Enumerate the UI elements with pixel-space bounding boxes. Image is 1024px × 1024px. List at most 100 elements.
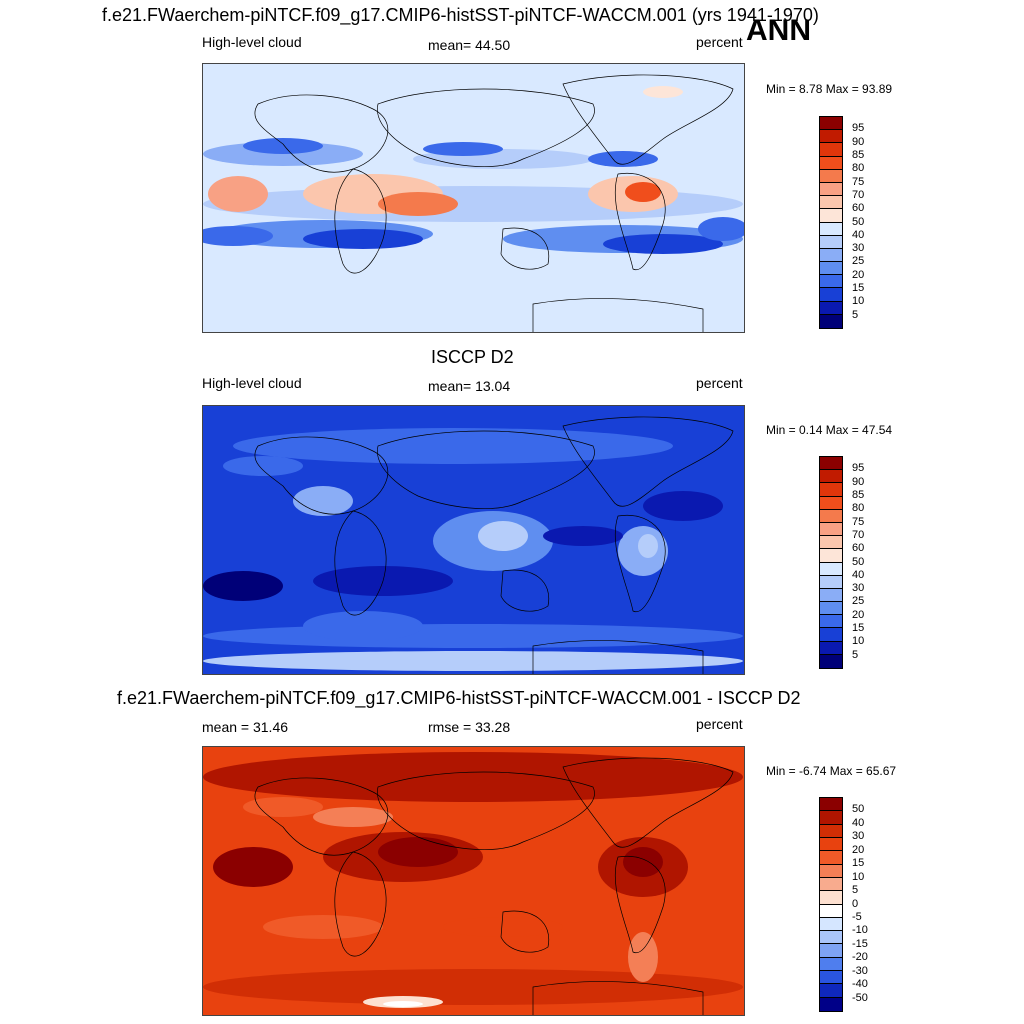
contour-region: [623, 847, 663, 877]
contour-region: [643, 86, 683, 98]
colorbar-swatch: [820, 117, 842, 131]
colorbar-tick-label: 40: [852, 816, 865, 829]
contour-region: [203, 226, 273, 246]
colorbar-swatch: [820, 536, 842, 550]
mean-label: mean= 13.04: [428, 378, 511, 394]
colorbar-swatch: [820, 509, 842, 523]
colorbar-tick-label: 20: [852, 608, 865, 621]
coastline: [614, 855, 666, 954]
colorbar-tick-label: -20: [852, 951, 868, 964]
units-label: percent: [696, 34, 743, 50]
colorbar-tick-label: 85: [852, 148, 865, 161]
colorbar-swatch: [820, 169, 842, 183]
contour-region: [378, 837, 458, 867]
contour-region: [643, 491, 723, 521]
colorbar-swatch: [820, 575, 842, 589]
colorbar-tick-label: 50: [852, 803, 865, 816]
colorbar-swatch: [820, 588, 842, 603]
contour-region: [625, 182, 661, 202]
coastline: [500, 910, 550, 953]
colorbar-swatch: [820, 549, 842, 563]
coastline: [532, 981, 704, 1015]
colorbar-swatch: [820, 917, 842, 932]
contour-region: [203, 651, 743, 671]
colorbar-swatch: [820, 615, 842, 629]
colorbar-swatch: [820, 824, 842, 838]
minmax-label: Min = 0.14 Max = 47.54: [766, 423, 893, 437]
mean-label: mean = 31.46: [202, 719, 289, 735]
colorbar-tick-label: 95: [852, 122, 865, 135]
colorbar-swatch: [820, 288, 842, 302]
colorbar-tick-label: 75: [852, 175, 865, 188]
coastline: [334, 510, 387, 616]
colorbar-tick-label: 40: [852, 568, 865, 581]
colorbar-tick-label: 10: [852, 635, 865, 648]
contour-region: [303, 229, 423, 249]
minmax-label: Min = 8.78 Max = 93.89: [766, 82, 893, 96]
colorbar-swatch: [820, 628, 842, 642]
colorbar-tick-label: 15: [852, 622, 865, 635]
contour-region: [213, 847, 293, 887]
colorbar-tick-label: 80: [852, 162, 865, 175]
coastline: [614, 172, 666, 271]
colorbar: [819, 797, 843, 1012]
coastline: [562, 757, 734, 848]
coastline: [334, 168, 387, 274]
colorbar-swatch: [820, 182, 842, 197]
coastline: [254, 436, 389, 515]
variable-label: High-level cloud: [202, 375, 302, 391]
panel-title: f.e21.FWaerchem-piNTCF.f09_g17.CMIP6-his…: [102, 5, 819, 25]
colorbar-tick-label: 5: [852, 308, 859, 321]
season-label: ANN: [746, 14, 811, 47]
colorbar-swatch: [820, 971, 842, 985]
colorbar-tick-label: 10: [852, 295, 865, 308]
colorbar-swatch: [820, 811, 842, 825]
contour-region: [423, 142, 503, 156]
colorbar-swatch: [820, 891, 842, 905]
colorbar-swatch: [820, 275, 842, 289]
contour-region: [263, 915, 383, 939]
variable-label: High-level cloud: [202, 34, 302, 50]
colorbar-swatch: [820, 209, 842, 223]
colorbar-swatch: [820, 798, 842, 812]
colorbar-tick-label: 50: [852, 555, 865, 568]
colorbar-swatch: [820, 997, 842, 1011]
colorbar-tick-label: 30: [852, 242, 865, 255]
contour-region: [383, 1001, 423, 1007]
colorbar-tick-label: 80: [852, 502, 865, 515]
coastline: [377, 88, 595, 167]
colorbar-tick-label: 30: [852, 830, 865, 843]
colorbar-swatch: [820, 470, 842, 484]
contour-region: [478, 521, 528, 551]
colorbar-swatch: [820, 143, 842, 157]
contour-region: [638, 534, 658, 558]
colorbar-tick-label: 95: [852, 462, 865, 475]
colorbar-swatch: [820, 944, 842, 958]
colorbar-tick-label: 15: [852, 282, 865, 295]
contour-region: [698, 217, 744, 241]
panel-title: ISCCP D2: [431, 347, 514, 367]
colorbar-tick-label: -30: [852, 964, 868, 977]
colorbar-swatch: [820, 457, 842, 471]
coastline: [377, 430, 595, 509]
contour-region: [543, 526, 623, 546]
colorbar-tick-label: -10: [852, 924, 868, 937]
minmax-label: Min = -6.74 Max = 65.67: [766, 764, 897, 778]
colorbar-tick-label: 20: [852, 843, 865, 856]
contour-region: [603, 234, 723, 254]
panel-title: f.e21.FWaerchem-piNTCF.f09_g17.CMIP6-his…: [117, 688, 801, 708]
units-label: percent: [696, 716, 743, 732]
colorbar-tick-label: 40: [852, 228, 865, 241]
colorbar-tick-label: 0: [852, 897, 859, 910]
colorbar-tick-label: 50: [852, 215, 865, 228]
contour-region: [378, 192, 458, 216]
contour-region: [208, 176, 268, 212]
coastline: [377, 771, 595, 850]
colorbar-swatch: [820, 222, 842, 236]
colorbar-tick-label: 70: [852, 528, 865, 541]
colorbar-tick-label: -15: [852, 937, 868, 950]
colorbar-swatch: [820, 483, 842, 497]
contour-region: [588, 151, 658, 167]
units-label: percent: [696, 375, 743, 391]
colorbar-tick-label: 75: [852, 515, 865, 528]
